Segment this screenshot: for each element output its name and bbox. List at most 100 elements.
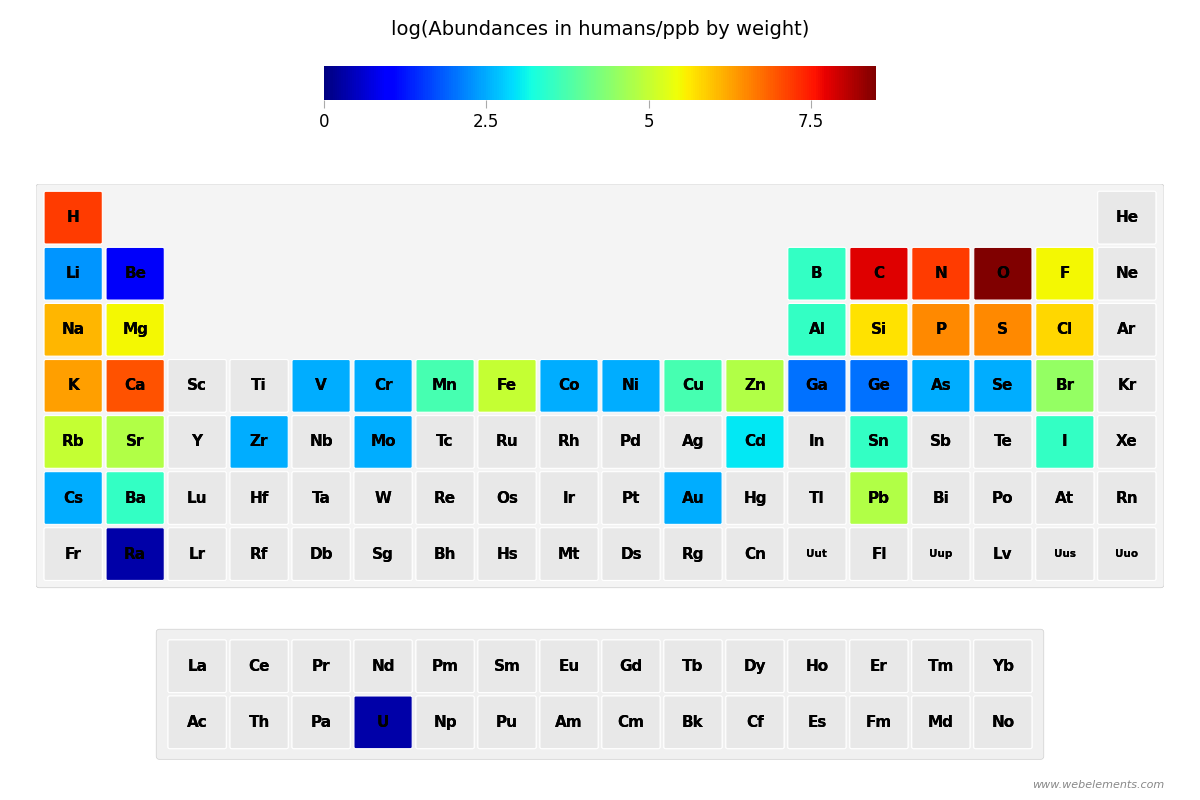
Text: Pm: Pm [432, 658, 458, 674]
FancyBboxPatch shape [292, 415, 350, 468]
FancyBboxPatch shape [44, 415, 102, 468]
FancyBboxPatch shape [850, 528, 908, 581]
FancyBboxPatch shape [106, 528, 164, 581]
FancyBboxPatch shape [44, 191, 102, 244]
Text: Ho: Ho [805, 658, 828, 674]
Text: F: F [1060, 266, 1070, 282]
Text: Yb: Yb [992, 658, 1014, 674]
FancyBboxPatch shape [602, 415, 660, 468]
FancyBboxPatch shape [973, 303, 1032, 356]
FancyBboxPatch shape [912, 303, 970, 356]
Text: Sn: Sn [868, 434, 890, 450]
FancyBboxPatch shape [973, 303, 1032, 356]
FancyBboxPatch shape [1098, 528, 1156, 581]
Text: Fe: Fe [497, 378, 517, 394]
Text: Sg: Sg [372, 546, 394, 562]
Text: Sb: Sb [930, 434, 952, 450]
Text: B: B [811, 266, 823, 282]
Text: Nd: Nd [371, 658, 395, 674]
Text: Ga: Ga [805, 378, 828, 394]
Text: Hg: Hg [743, 490, 767, 506]
Text: Bi: Bi [932, 490, 949, 506]
Text: Os: Os [496, 490, 518, 506]
Text: Ce: Ce [248, 658, 270, 674]
FancyBboxPatch shape [912, 359, 970, 412]
Text: Tb: Tb [683, 658, 703, 674]
FancyBboxPatch shape [664, 472, 722, 524]
FancyBboxPatch shape [912, 303, 970, 356]
Text: Pt: Pt [622, 490, 641, 506]
FancyBboxPatch shape [540, 528, 598, 581]
FancyBboxPatch shape [106, 247, 164, 300]
Text: Os: Os [496, 490, 518, 506]
FancyBboxPatch shape [44, 472, 102, 524]
Text: Uus: Uus [1054, 549, 1076, 559]
FancyBboxPatch shape [602, 359, 660, 412]
Text: Ho: Ho [805, 658, 828, 674]
Text: H: H [67, 210, 79, 225]
FancyBboxPatch shape [726, 472, 784, 524]
Text: Cs: Cs [64, 490, 83, 506]
FancyBboxPatch shape [912, 640, 970, 693]
Text: Th: Th [248, 715, 270, 730]
FancyBboxPatch shape [973, 415, 1032, 468]
Text: Ir: Ir [563, 490, 576, 506]
Text: Bk: Bk [682, 715, 704, 730]
Text: Cu: Cu [682, 378, 704, 394]
FancyBboxPatch shape [787, 640, 846, 693]
Text: Rg: Rg [682, 546, 704, 562]
FancyBboxPatch shape [354, 415, 413, 468]
Text: Lv: Lv [994, 546, 1013, 562]
Text: Ba: Ba [124, 490, 146, 506]
FancyBboxPatch shape [354, 359, 413, 412]
FancyBboxPatch shape [36, 184, 1164, 588]
Text: Bk: Bk [682, 715, 704, 730]
FancyBboxPatch shape [230, 472, 288, 524]
FancyBboxPatch shape [787, 640, 846, 693]
FancyBboxPatch shape [850, 359, 908, 412]
Text: Rh: Rh [558, 434, 581, 450]
Text: U: U [377, 715, 389, 730]
FancyBboxPatch shape [230, 640, 288, 693]
Text: Be: Be [124, 266, 146, 282]
FancyBboxPatch shape [416, 359, 474, 412]
FancyBboxPatch shape [787, 415, 846, 468]
FancyBboxPatch shape [726, 415, 784, 468]
Text: Ra: Ra [124, 546, 146, 562]
Text: U: U [377, 715, 389, 730]
Text: Es: Es [808, 715, 827, 730]
FancyBboxPatch shape [354, 528, 413, 581]
Text: C: C [874, 266, 884, 282]
FancyBboxPatch shape [1098, 472, 1156, 524]
Text: Ne: Ne [1115, 266, 1139, 282]
Text: Kr: Kr [1117, 378, 1136, 394]
Text: Mo: Mo [371, 434, 396, 450]
FancyBboxPatch shape [787, 472, 846, 524]
Text: www.webelements.com: www.webelements.com [1032, 781, 1164, 790]
Text: Sm: Sm [493, 658, 521, 674]
FancyBboxPatch shape [1098, 472, 1156, 524]
FancyBboxPatch shape [664, 359, 722, 412]
Text: Fl: Fl [871, 546, 887, 562]
FancyBboxPatch shape [292, 359, 350, 412]
Text: Fl: Fl [871, 546, 887, 562]
Text: Uus: Uus [1054, 549, 1076, 559]
FancyBboxPatch shape [416, 415, 474, 468]
FancyBboxPatch shape [787, 303, 846, 356]
Text: Re: Re [434, 490, 456, 506]
Text: Cn: Cn [744, 546, 766, 562]
Text: V: V [316, 378, 326, 394]
Text: Lr: Lr [188, 546, 205, 562]
Text: Tb: Tb [683, 658, 703, 674]
FancyBboxPatch shape [292, 472, 350, 524]
FancyBboxPatch shape [664, 640, 722, 693]
Text: Lv: Lv [994, 546, 1013, 562]
Text: Hg: Hg [743, 490, 767, 506]
FancyBboxPatch shape [44, 528, 102, 581]
FancyBboxPatch shape [292, 472, 350, 524]
FancyBboxPatch shape [292, 359, 350, 412]
FancyBboxPatch shape [973, 696, 1032, 749]
Text: Zr: Zr [250, 434, 269, 450]
FancyBboxPatch shape [354, 528, 413, 581]
FancyBboxPatch shape [850, 640, 908, 693]
